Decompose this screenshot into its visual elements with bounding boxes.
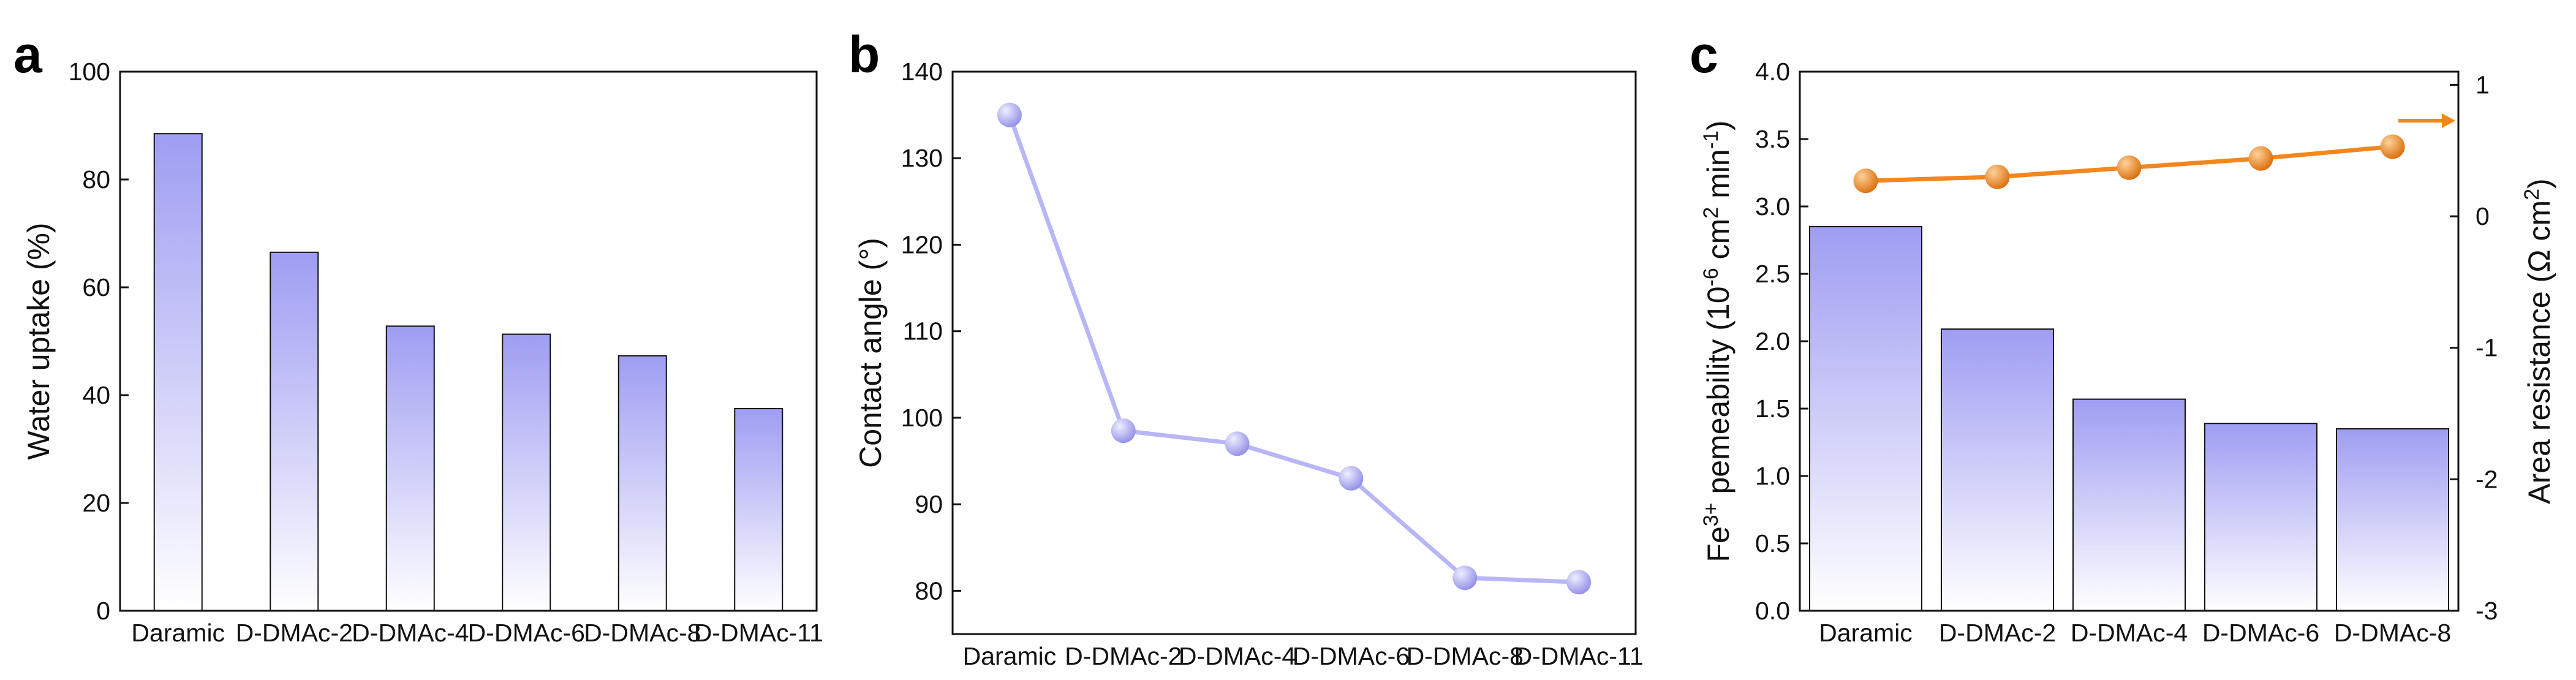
secondary-y-axis-label-part: ) <box>2522 178 2556 189</box>
y-tick-label: 0 <box>2476 202 2490 230</box>
right-axis-arrow-head <box>2442 113 2455 128</box>
x-tick-label: D-DMAc-2 <box>1065 642 1182 670</box>
panel-c-fe-permeability: c 0.0 0.5 1.0 1.5 2.0 2.5 3.0 3.5 4.0 -3 -2 -1 0 1 Dar… <box>1690 26 2556 647</box>
y-tick-label: 120 <box>901 230 943 259</box>
bar <box>1809 226 1922 611</box>
y-tick-label: 130 <box>901 144 943 172</box>
y-tick-label: 3.5 <box>1755 125 1790 153</box>
y-axis-label-part: cm <box>1701 219 1736 268</box>
secondary-y-axis-label: Area resistance (Ω cm2) <box>2520 178 2556 504</box>
bar <box>734 408 784 611</box>
secondary-data-point <box>1985 164 2010 189</box>
y-axis-label: Water uptake (%) <box>21 222 56 459</box>
bar <box>618 355 667 611</box>
secondary-y-axis-label-part: 2 <box>2520 189 2544 200</box>
series-line <box>1007 114 1579 584</box>
x-tick-label: D-DMAc-4 <box>352 619 469 647</box>
bar <box>502 333 551 611</box>
y-axis-label-part: 3+ <box>1699 502 1723 526</box>
x-tick-label: D-DMAc-11 <box>694 619 823 647</box>
bar <box>2336 428 2449 611</box>
bar <box>270 251 319 611</box>
plot-frame <box>119 70 818 612</box>
x-tick-label: D-DMAc-6 <box>1293 642 1410 670</box>
y-tick-label: -2 <box>2476 465 2498 493</box>
y-tick-label: 60 <box>82 273 110 301</box>
secondary-data-point <box>2117 155 2142 180</box>
y-tick-label: 90 <box>915 490 943 518</box>
y-axis-label-part: -1 <box>1699 130 1723 149</box>
data-point <box>1566 570 1592 595</box>
data-point <box>1339 466 1364 491</box>
y-axis-label-part: -6 <box>1699 268 1723 286</box>
secondary-data-point <box>1853 168 1878 194</box>
y-axis-label-part: ) <box>1701 120 1736 130</box>
bar <box>2072 398 2186 611</box>
y-tick-label: 110 <box>903 317 943 346</box>
x-tick-label: D-DMAc-2 <box>1939 619 2056 647</box>
y-tick-label: 2.5 <box>1755 260 1790 288</box>
data-point <box>997 102 1022 127</box>
x-tick-label: Daramic <box>131 619 225 647</box>
x-tick-label: D-DMAc-11 <box>1514 642 1644 670</box>
y-axis-label-part: pemeability (10 <box>1701 286 1736 502</box>
y-tick-label: 2.0 <box>1755 327 1790 355</box>
secondary-data-point <box>2248 146 2273 171</box>
x-tick-label: D-DMAc-4 <box>1179 642 1296 670</box>
y-tick-label: 0.5 <box>1755 529 1790 557</box>
x-tick-label: Daramic <box>1819 619 1913 647</box>
bar <box>1941 328 2054 611</box>
y-tick-label: 1 <box>2476 70 2490 99</box>
y-tick-label: -3 <box>2476 597 2498 625</box>
bar <box>385 325 435 611</box>
y-tick-label: -1 <box>2476 334 2498 362</box>
data-point <box>1225 431 1250 456</box>
y-tick-label: 1.0 <box>1755 462 1790 490</box>
panel-letter-b: b <box>848 26 880 83</box>
x-tick-label: D-DMAc-8 <box>2334 619 2451 647</box>
y-axis-label: Contact angle (°) <box>853 238 888 468</box>
y-axis-label-part: min <box>1701 149 1736 206</box>
data-point <box>1452 565 1478 591</box>
y-tick-label: 80 <box>915 576 943 605</box>
y-tick-label: 100 <box>901 404 943 432</box>
y-tick-label: 3.0 <box>1755 192 1790 221</box>
x-tick-label: D-DMAc-8 <box>584 619 701 647</box>
y-tick-label: 40 <box>82 381 110 409</box>
x-tick-label: D-DMAc-6 <box>2202 619 2319 647</box>
y-tick-label: 0 <box>96 597 110 625</box>
x-tick-label: D-DMAc-2 <box>236 619 353 647</box>
x-tick-label: D-DMAc-6 <box>468 619 585 647</box>
y-tick-label: 20 <box>82 489 110 517</box>
secondary-y-axis-label-part: Area resistance (Ω cm <box>2522 200 2556 504</box>
y-tick-label: 100 <box>69 58 110 86</box>
plot-frame <box>951 70 1637 635</box>
panel-letter-c: c <box>1690 26 1718 83</box>
y-axis-label-part: 2 <box>1699 207 1723 219</box>
y-axis-label-part: Fe <box>1701 526 1736 562</box>
y-axis-label: Fe3+ pemeability (10-6 cm2 min-1) <box>1699 120 1736 562</box>
y-tick-label: 0.0 <box>1755 597 1790 625</box>
bar <box>153 133 203 611</box>
x-tick-label: Daramic <box>963 642 1057 670</box>
x-tick-label: D-DMAc-8 <box>1407 642 1524 670</box>
secondary-data-point <box>2380 134 2405 159</box>
bar <box>2204 423 2317 611</box>
y-tick-label: 140 <box>901 58 943 86</box>
y-tick-label: 1.5 <box>1755 395 1790 423</box>
panel-letter-a: a <box>13 26 43 83</box>
y-tick-label: 80 <box>82 165 110 194</box>
data-point <box>1111 418 1136 444</box>
y-tick-label: 4.0 <box>1755 58 1790 86</box>
x-tick-label: D-DMAc-4 <box>2071 619 2188 647</box>
